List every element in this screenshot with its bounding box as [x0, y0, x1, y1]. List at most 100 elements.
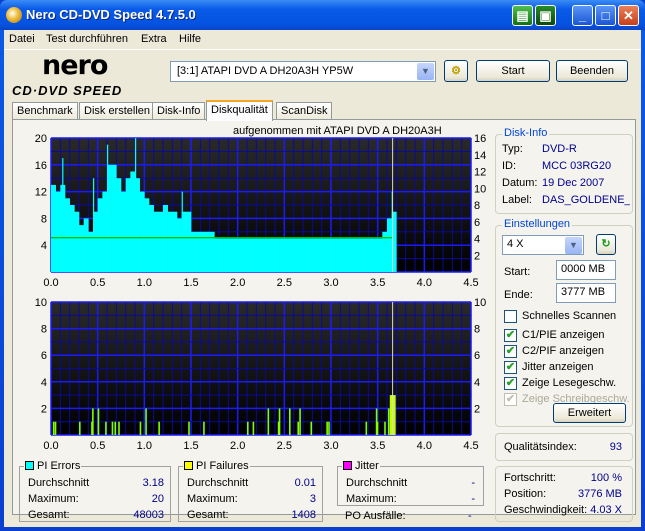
pie-bar — [335, 238, 341, 272]
drive-refresh-button[interactable]: ⚙ — [444, 60, 468, 82]
pie-bar — [125, 178, 131, 272]
pie-bar — [83, 218, 89, 272]
pi-failures-group: PI Failures Durchschnitt 0.01 Maximum: 3… — [178, 460, 323, 522]
pi-errors-title: PI Errors — [37, 460, 81, 472]
id-label: ID: — [502, 160, 517, 172]
pie-bar — [172, 211, 178, 272]
pif-bar — [54, 421, 57, 435]
x-tick-label: 3.0 — [323, 440, 338, 452]
pie-max-label: Maximum: — [28, 493, 79, 505]
pie-bar — [74, 211, 80, 272]
checkbox-4[interactable]: ✔ — [504, 377, 517, 390]
position-value: 3776 MB — [577, 488, 622, 500]
x-tick-label: 0.0 — [43, 440, 58, 452]
pie-bar — [65, 198, 70, 272]
pie-bar — [97, 198, 103, 272]
pie-bar — [200, 231, 206, 272]
pie-bar — [275, 238, 280, 272]
pi-failures-swatch — [184, 461, 193, 470]
y-tick-label: 8 — [41, 213, 47, 225]
checkbox-5: ✔ — [504, 393, 517, 406]
pif-avg: 0.01 — [294, 477, 316, 489]
menu-hilfe[interactable]: Hilfe — [179, 33, 202, 45]
x-tick-label: 0.5 — [90, 440, 105, 452]
menu-extra[interactable]: Extra — [141, 33, 167, 45]
close-button[interactable]: ✕ — [618, 5, 639, 26]
quit-button[interactable]: Beenden — [556, 60, 628, 82]
tab-disk-info[interactable]: Disk-Info — [152, 102, 206, 120]
advanced-button[interactable]: Erweitert — [553, 403, 626, 423]
copy-icon[interactable]: ▤ — [512, 5, 533, 26]
y2-tick-label: 2 — [474, 250, 480, 262]
start-button[interactable]: Start — [476, 60, 550, 82]
label-label: Label: — [502, 194, 532, 206]
pie-bar — [270, 238, 276, 272]
title-bar[interactable]: Nero CD-DVD Speed 4.7.5.0 ▤ ▣ _ □ ✕ — [0, 0, 645, 30]
pie-bar — [111, 164, 117, 272]
pif-bar — [79, 421, 81, 435]
maximize-button[interactable]: □ — [595, 5, 616, 26]
menu-test[interactable]: Test durchführen — [46, 33, 128, 45]
pie-bar — [93, 211, 98, 272]
checkbox-0[interactable] — [504, 310, 517, 323]
pie-bar — [219, 238, 224, 272]
pie-peak-bar — [181, 191, 183, 272]
y2-tick-label: 14 — [474, 150, 486, 162]
pie-bar — [349, 238, 355, 272]
window-title: Nero CD-DVD Speed 4.7.5.0 — [26, 7, 196, 22]
pie-total: 48003 — [133, 509, 164, 521]
label-value: DAS_GOLDENE_ — [542, 194, 630, 206]
x-tick-label: 4.5 — [463, 440, 478, 452]
pif-bar — [105, 421, 107, 435]
typ-label: Typ: — [502, 143, 523, 155]
pif-bar — [203, 421, 205, 435]
pif-max: 3 — [309, 493, 316, 505]
x-tick-label: 1.5 — [183, 440, 198, 452]
pie-bar — [242, 238, 248, 272]
tab-diskqualitaet[interactable]: Diskqualität — [206, 100, 273, 121]
tab-scandisk[interactable]: ScanDisk — [276, 102, 333, 120]
pif-max-label: Maximum: — [187, 493, 238, 505]
pif-bar — [139, 421, 142, 435]
pie-bar — [326, 238, 332, 272]
pie-bar — [307, 238, 313, 272]
pif-bar — [277, 421, 280, 435]
pie-bar — [233, 238, 238, 272]
start-field[interactable]: 0000 MB — [556, 260, 616, 280]
pif-bar — [267, 408, 270, 435]
drive-select[interactable]: [3:1] ATAPI DVD A DH20A3H YP5W ▼ — [170, 61, 436, 82]
app-icon — [6, 7, 22, 23]
y2-tick-label: 2 — [474, 403, 480, 415]
checkbox-label: Schnelles Scannen — [522, 310, 617, 322]
pie-bar — [223, 238, 229, 272]
minimize-button[interactable]: _ — [572, 5, 593, 26]
menu-bar: Datei Test durchführen Extra Hilfe — [4, 30, 641, 49]
jitter-swatch — [343, 461, 352, 470]
end-field[interactable]: 3777 MB — [556, 283, 616, 303]
pie-bar — [69, 205, 75, 272]
pie-bar — [265, 238, 271, 272]
chevron-down-icon[interactable]: ▼ — [417, 63, 434, 80]
pie-bar — [363, 238, 369, 272]
checkbox-label: Zeige Lesegeschw. — [522, 377, 617, 389]
checkbox-3[interactable]: ✔ — [504, 361, 517, 374]
speed-select[interactable]: 4 X ▼ — [502, 235, 584, 255]
checkbox-1[interactable]: ✔ — [504, 329, 517, 342]
pif-bar — [384, 421, 386, 435]
y2-tick-label: 4 — [474, 234, 480, 246]
x-tick-label: 2.0 — [230, 277, 245, 289]
refresh-icon[interactable]: ↻ — [596, 234, 616, 255]
chevron-down-icon[interactable]: ▼ — [565, 237, 582, 254]
pie-bar — [247, 238, 252, 272]
y2-tick-label: 10 — [474, 297, 486, 309]
save-icon[interactable]: ▣ — [535, 5, 556, 26]
tab-disk-erstellen[interactable]: Disk erstellen — [79, 102, 156, 120]
pi-failures-chart: 2 4 6 8 10 0.0 0.5 1.0 1.5 2.0 2.5 3.0 3.5 4.0 4.5 2 4 6 8… — [35, 297, 487, 452]
tab-benchmark[interactable]: Benchmark — [12, 102, 78, 120]
checkbox-2[interactable]: ✔ — [504, 345, 517, 358]
menu-datei[interactable]: Datei — [9, 33, 35, 45]
pie-avg-label: Durchschnitt — [28, 477, 90, 489]
checkbox-label: C2/PIF anzeigen — [522, 345, 604, 357]
pie-bar — [102, 191, 108, 272]
po-label: PO Ausfälle: — [345, 510, 406, 522]
